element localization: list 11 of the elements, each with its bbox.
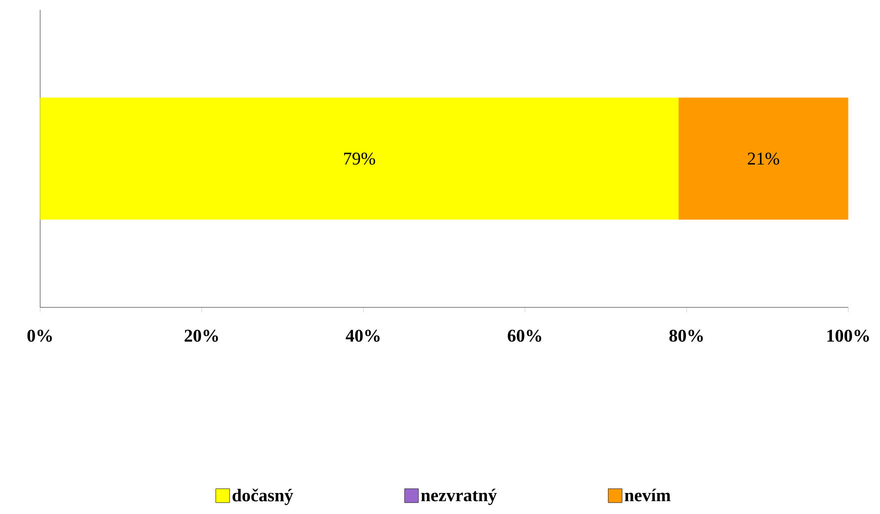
x-tick-label: 40% [346,330,380,342]
x-tick-label: 20% [184,330,218,342]
x-tick-label: 100% [827,330,869,342]
legend-label: nezvratný [421,488,497,506]
x-tick-label: 60% [508,330,542,342]
data-label: 79% [344,152,376,165]
x-tick-label: 80% [669,330,703,342]
data-label: 21% [748,152,780,165]
x-tick-label: 0% [27,330,52,342]
legend-label: nevím [624,488,671,502]
legend-label: dočasný [232,488,294,506]
